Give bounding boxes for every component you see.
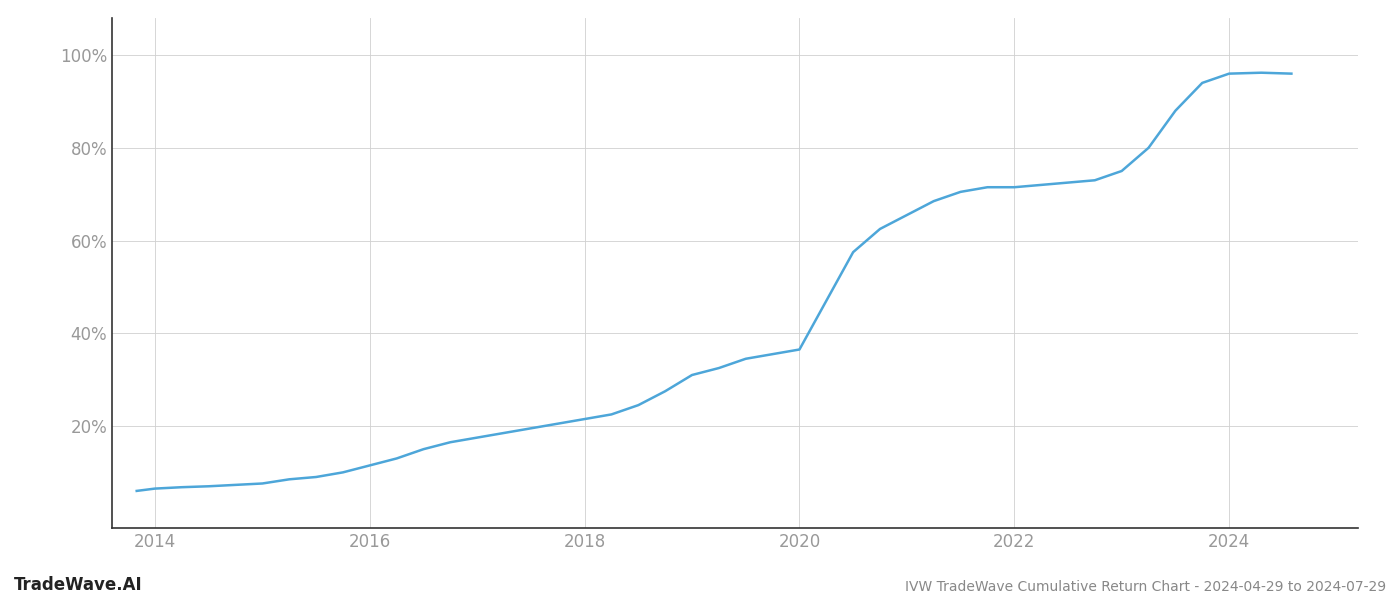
Text: TradeWave.AI: TradeWave.AI xyxy=(14,576,143,594)
Text: IVW TradeWave Cumulative Return Chart - 2024-04-29 to 2024-07-29: IVW TradeWave Cumulative Return Chart - … xyxy=(904,580,1386,594)
